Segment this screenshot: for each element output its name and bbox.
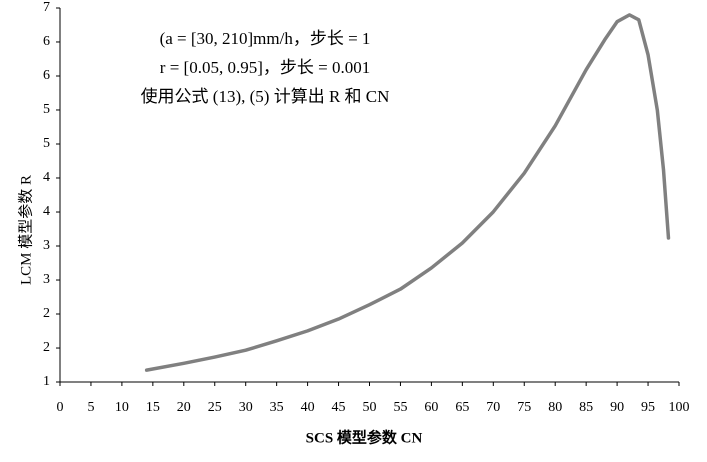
- x-tick-label: 85: [579, 400, 593, 415]
- x-tick-label: 80: [548, 400, 562, 415]
- y-tick-label: 3: [43, 272, 50, 287]
- x-tick-label: 100: [669, 400, 690, 415]
- y-tick-label: 7: [43, 0, 50, 15]
- y-tick-label: 6: [43, 68, 50, 83]
- x-tick-label: 0: [57, 400, 64, 415]
- x-tick-label: 65: [455, 400, 469, 415]
- x-tick-label: 90: [610, 400, 624, 415]
- y-tick-label: 5: [43, 136, 50, 151]
- annotation-box: [105, 25, 435, 117]
- x-tick-label: 10: [115, 400, 129, 415]
- x-tick-label: 70: [486, 400, 500, 415]
- y-tick-label: 3: [43, 238, 50, 253]
- y-tick-label: 2: [43, 306, 50, 321]
- y-tick-label: 1: [43, 374, 50, 389]
- x-tick-label: 25: [208, 400, 222, 415]
- y-tick-label: 2: [43, 340, 50, 355]
- annotation: 使用公式 (13), (5) 计算出 R 和 CN: [141, 86, 390, 106]
- x-tick-label: 35: [270, 400, 284, 415]
- x-tick-label: 75: [517, 400, 531, 415]
- y-tick-label: 5: [43, 102, 50, 117]
- x-tick-label: 55: [393, 400, 407, 415]
- y-tick-label: 6: [43, 34, 50, 49]
- x-tick-label: 5: [87, 400, 94, 415]
- x-tick-label: 30: [239, 400, 253, 415]
- x-tick-label: 40: [301, 400, 315, 415]
- x-tick-label: 45: [332, 400, 346, 415]
- annotation: r = [0.05, 0.95]，步长 = 0.001: [160, 58, 370, 77]
- x-tick-label: 60: [424, 400, 438, 415]
- x-tick-label: 50: [363, 400, 377, 415]
- x-axis-label: SCS 模型参数 CN: [306, 428, 423, 446]
- y-axis-label: LCM 模型参数 R: [17, 175, 34, 285]
- y-tick-label: 4: [43, 170, 50, 185]
- annotation: (a = [30, 210]mm/h，步长 = 1: [160, 29, 371, 48]
- x-tick-label: 15: [146, 400, 160, 415]
- x-tick-label: 95: [641, 400, 655, 415]
- x-tick-label: 20: [177, 400, 191, 415]
- y-tick-label: 4: [43, 204, 50, 219]
- data-line: [144, 13, 671, 372]
